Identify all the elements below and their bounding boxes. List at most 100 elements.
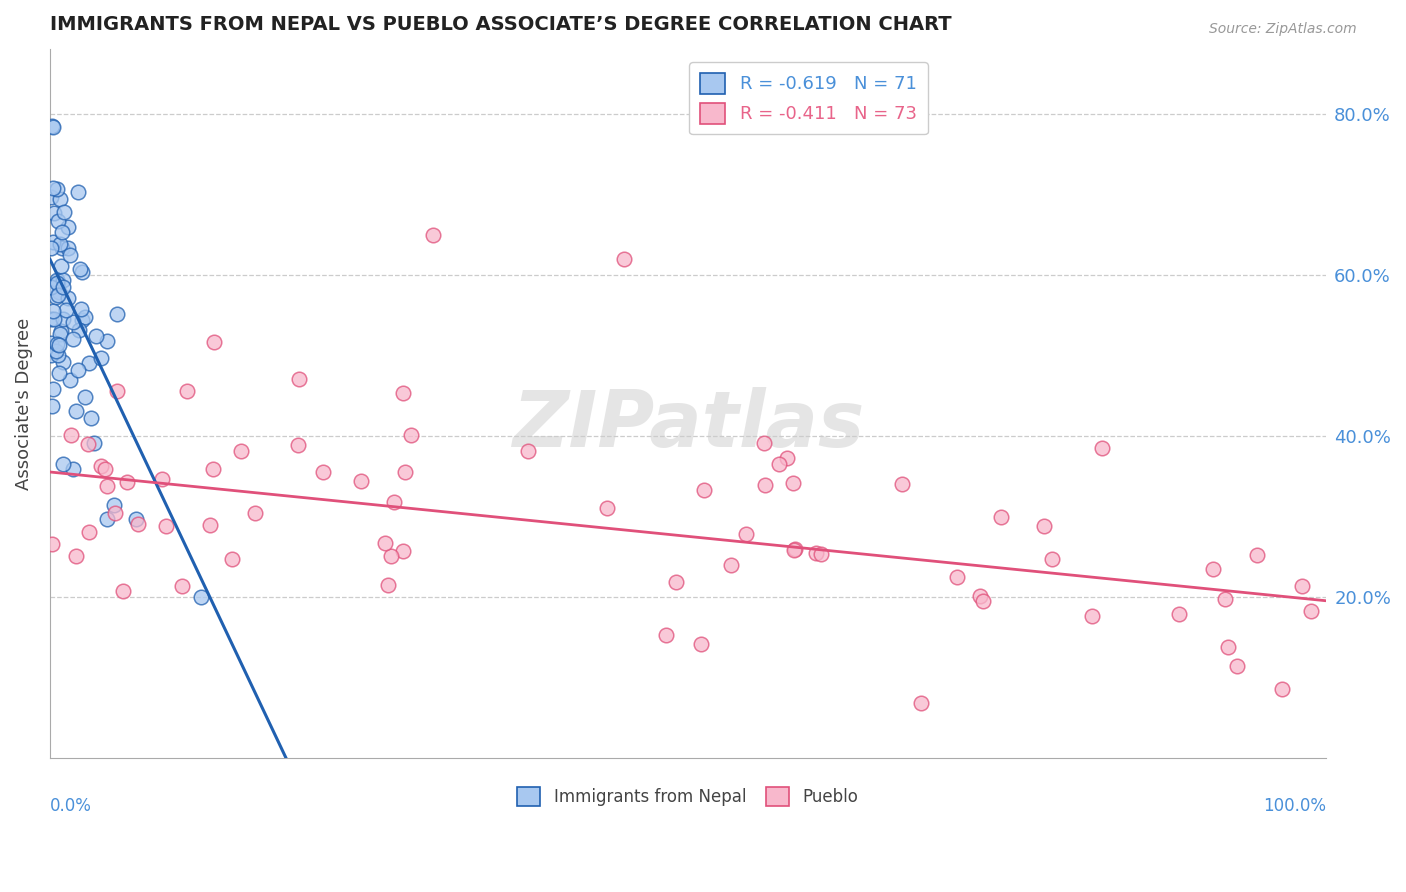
- Point: [45, 337, 67, 351]
- Point: [75, 310, 97, 325]
- Point: [243, 506, 266, 520]
- Point: [48, 285, 70, 299]
- Point: [42, 120, 65, 134]
- Point: [115, 475, 138, 489]
- Point: [94, 462, 117, 476]
- Point: [170, 579, 193, 593]
- Point: [42, 382, 65, 396]
- Point: [190, 590, 212, 604]
- Point: [104, 506, 127, 520]
- Point: [692, 483, 714, 497]
- Point: [972, 594, 994, 608]
- Point: [52, 355, 75, 369]
- Point: [52, 273, 75, 287]
- Point: [990, 509, 1012, 524]
- Point: [382, 494, 405, 508]
- Point: [782, 475, 804, 490]
- Point: [394, 465, 416, 479]
- Point: [90, 351, 112, 365]
- Point: [202, 461, 225, 475]
- Point: [83, 436, 105, 450]
- Point: [105, 384, 128, 398]
- Point: [52, 312, 75, 326]
- Point: [90, 459, 112, 474]
- Point: [312, 465, 335, 479]
- Point: [96, 479, 118, 493]
- Point: [62, 315, 84, 329]
- Point: [1168, 607, 1191, 621]
- Point: [127, 517, 149, 532]
- Point: [51, 225, 73, 239]
- Point: [288, 371, 311, 385]
- Point: [52, 458, 75, 472]
- Point: [70, 265, 93, 279]
- Point: [125, 512, 148, 526]
- Point: [56, 291, 79, 305]
- Point: [39, 312, 62, 326]
- Point: [39, 241, 62, 255]
- Point: [1216, 640, 1239, 655]
- Point: [66, 185, 89, 199]
- Point: [69, 262, 91, 277]
- Point: [1246, 548, 1268, 562]
- Point: [42, 205, 65, 219]
- Point: [422, 227, 444, 242]
- Point: [45, 344, 67, 359]
- Point: [48, 237, 70, 252]
- Point: [377, 578, 399, 592]
- Point: [62, 332, 84, 346]
- Point: [200, 517, 222, 532]
- Point: [42, 181, 65, 195]
- Point: [55, 302, 77, 317]
- Point: [374, 536, 396, 550]
- Point: [176, 384, 198, 398]
- Point: [48, 367, 70, 381]
- Point: [67, 323, 90, 337]
- Text: IMMIGRANTS FROM NEPAL VS PUEBLO ASSOCIATE’S DEGREE CORRELATION CHART: IMMIGRANTS FROM NEPAL VS PUEBLO ASSOCIAT…: [49, 15, 952, 34]
- Point: [79, 356, 101, 370]
- Point: [1271, 681, 1294, 696]
- Point: [67, 363, 90, 377]
- Point: [45, 290, 67, 304]
- Point: [42, 304, 65, 318]
- Point: [1301, 604, 1323, 618]
- Point: [1091, 441, 1114, 455]
- Point: [51, 241, 73, 255]
- Point: [56, 242, 79, 256]
- Point: [155, 519, 177, 533]
- Point: [52, 280, 75, 294]
- Point: [77, 524, 100, 539]
- Point: [65, 549, 87, 563]
- Point: [70, 302, 93, 317]
- Point: [776, 450, 799, 465]
- Legend: Immigrants from Nepal, Pueblo: Immigrants from Nepal, Pueblo: [510, 780, 865, 814]
- Point: [56, 220, 79, 235]
- Point: [46, 287, 69, 301]
- Point: [39, 336, 62, 351]
- Point: [46, 273, 69, 287]
- Point: [690, 637, 713, 651]
- Point: [42, 235, 65, 249]
- Point: [49, 326, 72, 341]
- Point: [392, 385, 415, 400]
- Point: [59, 248, 82, 262]
- Point: [350, 474, 373, 488]
- Point: [231, 444, 253, 458]
- Point: [39, 190, 62, 204]
- Point: [96, 334, 118, 348]
- Y-axis label: Associate's Degree: Associate's Degree: [15, 318, 32, 490]
- Text: 100.0%: 100.0%: [1263, 797, 1326, 814]
- Point: [41, 537, 63, 551]
- Point: [891, 476, 914, 491]
- Point: [46, 276, 69, 290]
- Point: [783, 543, 806, 558]
- Point: [39, 348, 62, 362]
- Point: [392, 543, 415, 558]
- Point: [112, 583, 135, 598]
- Point: [41, 399, 63, 413]
- Point: [735, 527, 758, 541]
- Point: [96, 511, 118, 525]
- Point: [969, 589, 991, 603]
- Point: [51, 324, 73, 338]
- Point: [596, 501, 619, 516]
